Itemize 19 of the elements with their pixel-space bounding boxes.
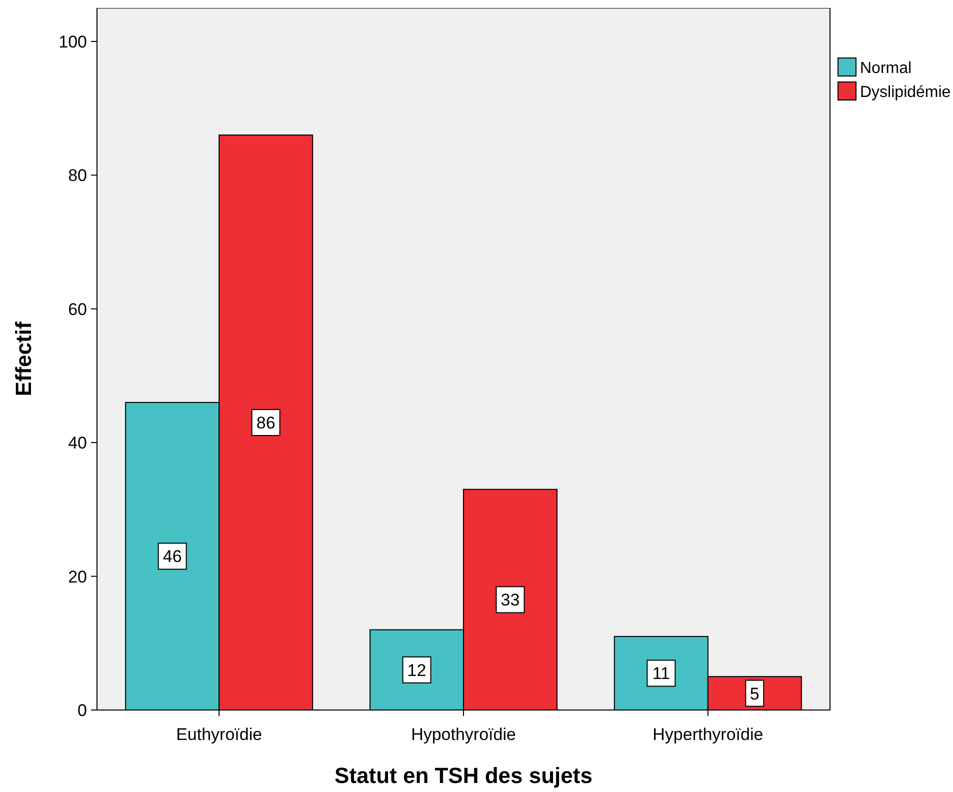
y-tick-label: 100	[58, 32, 87, 52]
data-label: 11	[652, 664, 670, 684]
y-tick-label: 60	[68, 300, 87, 319]
data-label: 5	[750, 684, 760, 704]
y-tick-label: 0	[78, 701, 87, 720]
legend-label: Normal	[860, 60, 912, 77]
x-tick-label: Euthyroïdie	[176, 725, 262, 744]
data-label: 46	[162, 547, 182, 566]
data-label: 33	[500, 590, 520, 610]
x-tick-label: Hypothyroïdie	[411, 725, 516, 744]
data-label: 86	[256, 414, 276, 433]
data-label: 12	[407, 660, 426, 680]
y-tick-label: 20	[68, 567, 87, 586]
x-tick-label: Hyperthyroïdie	[652, 725, 764, 744]
y-tick-label: 40	[68, 434, 87, 453]
y-tick-label: 80	[68, 166, 87, 186]
y-axis-title: Effectif	[11, 321, 36, 396]
legend-label: Dyslipidémie	[860, 84, 951, 101]
x-axis-title: Statut en TSH des sujets	[334, 763, 592, 788]
